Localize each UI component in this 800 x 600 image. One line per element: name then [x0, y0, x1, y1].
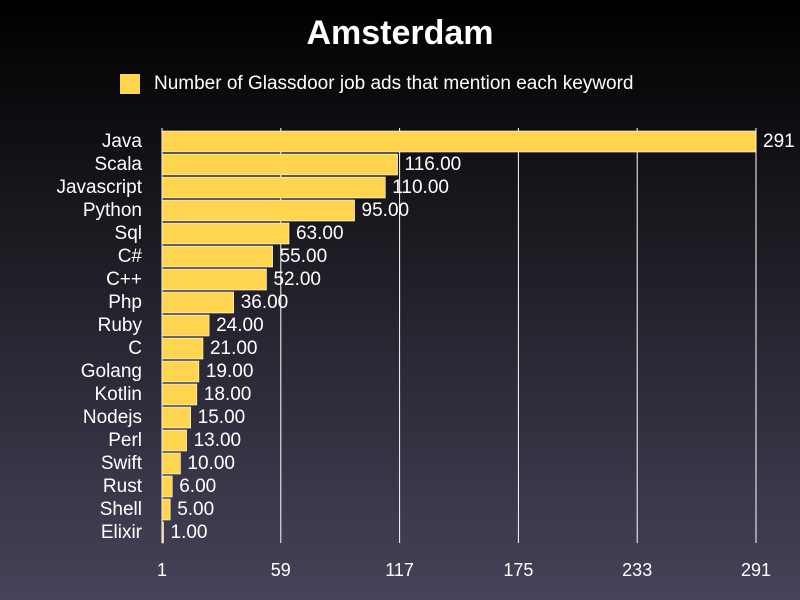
x-tick-label: 1	[157, 560, 167, 580]
bar	[161, 176, 386, 199]
legend-swatch	[120, 74, 140, 94]
value-label: 5.00	[177, 499, 214, 520]
value-label: 15.00	[198, 407, 246, 428]
bar	[161, 406, 191, 429]
value-label: 24.00	[216, 315, 264, 336]
category-label: Elixir	[101, 522, 143, 543]
value-label: 95.00	[362, 200, 410, 221]
category-label: Swift	[101, 453, 143, 474]
bar	[161, 498, 171, 521]
value-label: 110.00	[392, 177, 449, 198]
x-tick-label: 233	[622, 560, 652, 580]
value-label: 116.00	[405, 154, 462, 175]
bar	[161, 153, 398, 176]
value-label: 52.00	[273, 269, 321, 290]
value-label: 21.00	[210, 338, 258, 359]
x-tick-label: 175	[503, 560, 533, 580]
value-label: 291	[763, 131, 795, 152]
category-label: Scala	[94, 154, 142, 175]
value-label: 18.00	[204, 384, 252, 405]
bar	[161, 222, 290, 245]
x-tick-label: 291	[741, 560, 771, 580]
x-tick-label: 117	[385, 560, 414, 580]
bar	[161, 429, 187, 452]
category-label: Java	[102, 131, 143, 152]
x-tick-label: 59	[271, 560, 291, 580]
value-label: 13.00	[194, 430, 242, 451]
value-label: 19.00	[206, 361, 254, 382]
bar	[161, 383, 198, 406]
value-label: 1.00	[171, 522, 208, 543]
bar	[161, 199, 355, 222]
bar	[161, 314, 210, 337]
bar	[161, 130, 757, 153]
category-label: Nodejs	[83, 407, 142, 428]
category-label: Golang	[81, 361, 142, 382]
legend-label: Number of Glassdoor job ads that mention…	[154, 73, 634, 94]
value-label: 36.00	[241, 292, 289, 313]
category-label: Kotlin	[94, 384, 142, 405]
bar	[161, 475, 173, 498]
category-label: Sql	[115, 223, 142, 244]
category-label: Ruby	[98, 315, 143, 336]
category-label: Javascript	[56, 177, 142, 198]
value-label: 63.00	[296, 223, 344, 244]
category-label: C#	[118, 246, 143, 267]
category-label: C++	[106, 269, 142, 290]
category-label: Perl	[108, 430, 142, 451]
bar	[161, 452, 181, 475]
category-label: Python	[83, 200, 142, 221]
bar	[161, 245, 273, 268]
value-label: 55.00	[280, 246, 328, 267]
chart-title: Amsterdam	[306, 14, 494, 52]
category-label: Rust	[103, 476, 143, 497]
bar	[161, 291, 234, 314]
bar	[161, 337, 204, 360]
category-label: Shell	[100, 499, 142, 520]
value-label: 10.00	[187, 453, 235, 474]
bar	[161, 268, 267, 291]
bar	[161, 360, 200, 383]
category-label: C	[128, 338, 142, 359]
bar	[161, 521, 164, 544]
legend: Number of Glassdoor job ads that mention…	[120, 72, 633, 96]
category-label: Php	[108, 292, 142, 313]
value-label: 6.00	[179, 476, 216, 497]
